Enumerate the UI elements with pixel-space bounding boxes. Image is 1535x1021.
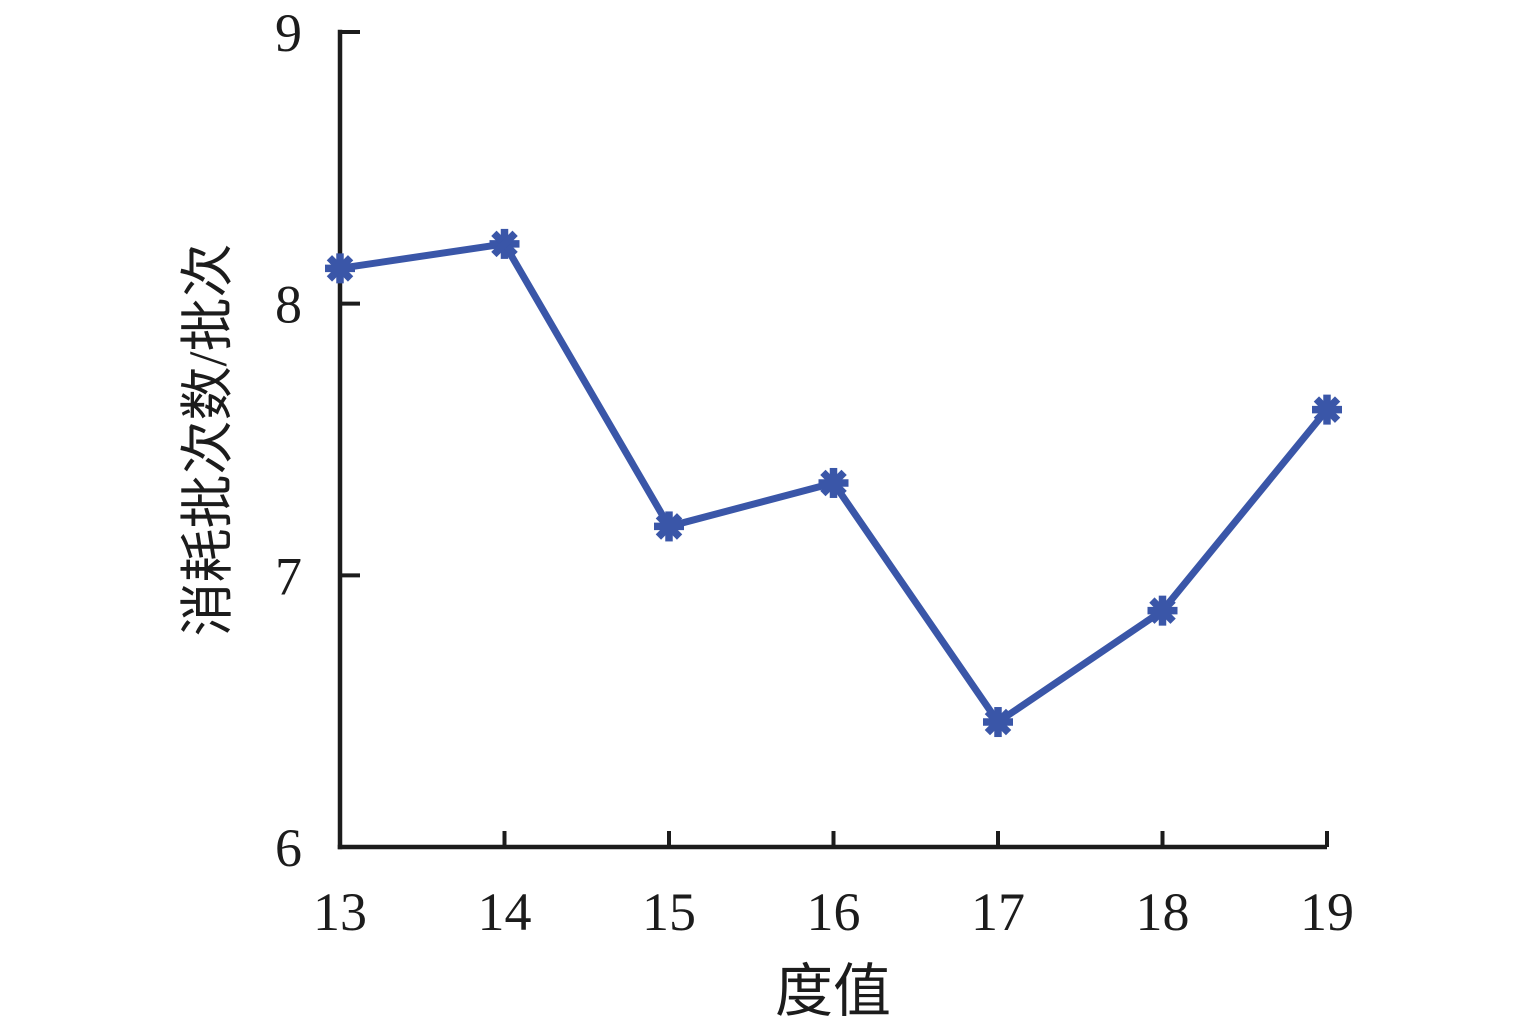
data-point-marker	[983, 707, 1013, 738]
x-tick-label: 14	[478, 882, 532, 942]
marker-arm	[820, 469, 847, 497]
data-point-marker	[1147, 595, 1178, 626]
marker-arm	[491, 230, 518, 258]
marker-arm	[1149, 597, 1176, 624]
data-point-marker	[1312, 394, 1342, 425]
marker-arm	[655, 513, 683, 540]
data-point-marker	[654, 511, 684, 542]
x-tick-label: 15	[642, 882, 696, 942]
series-group	[325, 228, 1342, 738]
data-point-marker	[489, 228, 520, 259]
x-tick-label: 17	[971, 882, 1025, 942]
y-tick-label: 7	[275, 546, 302, 606]
marker-arm	[1313, 396, 1341, 423]
x-tick-label: 16	[807, 882, 861, 942]
data-point-marker	[818, 467, 849, 498]
data-point-marker	[325, 253, 355, 284]
x-tick-label: 13	[313, 882, 367, 942]
axes	[337, 29, 1329, 850]
marker-arm	[326, 255, 354, 282]
tick-labels: 6 7 8 9 13 14 15 16 17 18 19	[275, 3, 1354, 942]
x-axis-title: 度值	[775, 959, 891, 1021]
y-tick-label: 9	[275, 3, 302, 63]
marker-arm	[984, 708, 1012, 736]
x-tick-label: 18	[1136, 882, 1190, 942]
y-tick-label: 8	[275, 275, 302, 335]
y-tick-label: 6	[275, 818, 302, 878]
x-tick-label: 19	[1300, 882, 1354, 942]
y-axis-title: 消耗批次数/批次	[178, 243, 238, 636]
